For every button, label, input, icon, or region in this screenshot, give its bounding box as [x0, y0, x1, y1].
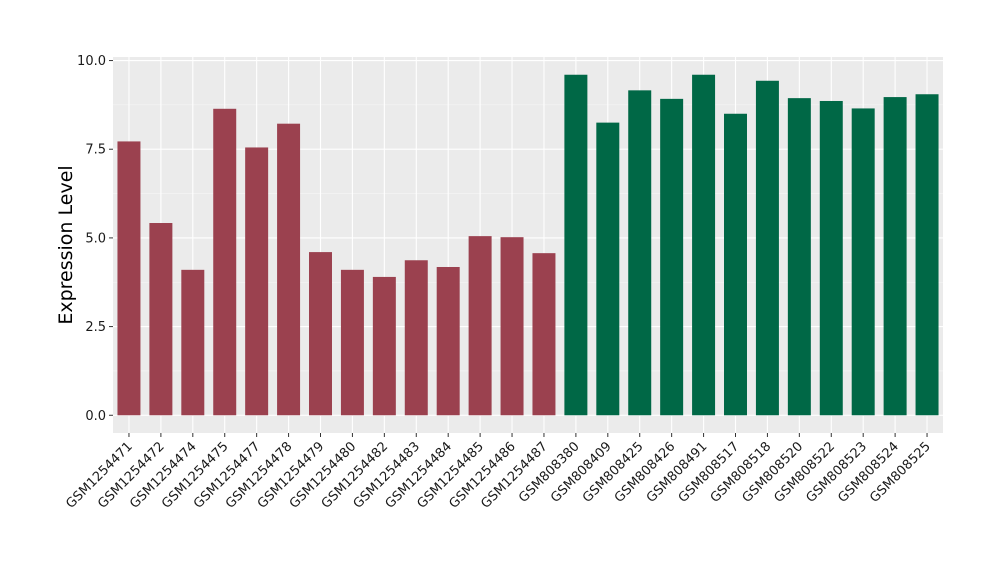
bar — [532, 253, 556, 416]
bar — [468, 236, 492, 416]
bar — [883, 97, 907, 416]
bar — [500, 237, 524, 416]
bar — [404, 260, 428, 416]
bar — [724, 113, 747, 416]
bar — [851, 108, 875, 416]
bar — [117, 141, 141, 416]
y-axis: 0.0 2.5 5.0 7.5 10.0 — [77, 54, 113, 424]
bar — [628, 90, 652, 416]
bar — [436, 266, 460, 416]
bar — [245, 147, 269, 416]
bars — [117, 74, 939, 416]
bar — [309, 252, 332, 416]
y-tick-label: 0.0 — [85, 409, 106, 424]
bar — [915, 94, 939, 416]
y-tick-label: 2.5 — [85, 320, 106, 335]
bar — [755, 80, 779, 416]
y-tick-label: 7.5 — [85, 143, 106, 158]
bar — [149, 223, 173, 416]
bar — [340, 269, 364, 416]
y-tick-label: 5.0 — [85, 231, 106, 246]
bar — [564, 74, 588, 416]
bar — [181, 269, 205, 416]
x-axis: GSM1254471GSM1254472GSM1254474GSM1254475… — [63, 433, 934, 512]
plot-panel — [113, 57, 943, 433]
bar — [213, 108, 237, 416]
bar — [819, 100, 843, 416]
y-tick-label: 10.0 — [77, 54, 106, 69]
bar — [277, 123, 301, 416]
bar — [692, 74, 716, 416]
bar — [660, 98, 684, 416]
y-axis-title: Expression Level — [55, 165, 77, 324]
bar — [596, 122, 620, 416]
bar — [372, 276, 396, 416]
bar — [787, 98, 811, 416]
